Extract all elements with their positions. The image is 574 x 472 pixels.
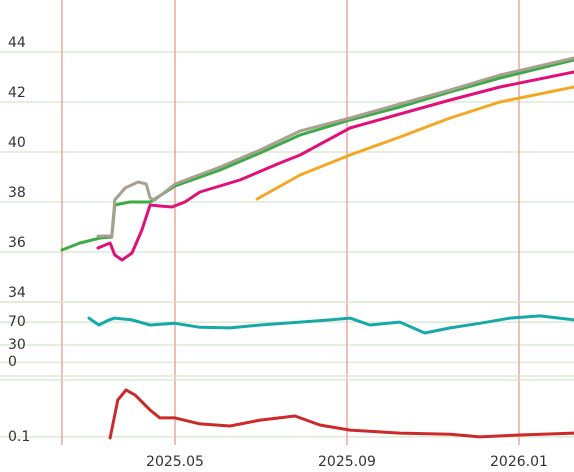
y-tick-label: 42 (8, 85, 26, 101)
x-tick-label: 2026.01 (490, 454, 548, 470)
y-tick-label: 36 (8, 235, 26, 251)
x-tick-label: 2025.09 (318, 454, 376, 470)
x-tick-label: 2025.05 (146, 454, 204, 470)
grid (0, 0, 574, 445)
series-line (87, 314, 574, 335)
y-tick-label: 70 (8, 314, 26, 330)
y-tick-label: 34 (8, 285, 26, 301)
y-tick-label: 30 (8, 337, 26, 353)
y-tick-label: 38 (8, 185, 26, 201)
series-line (96, 70, 574, 262)
y-tick-label: 0 (8, 354, 17, 370)
series-line (108, 388, 574, 440)
marks: 34 36 38 40 42 44 030 70 0.1 2025.05 2025.09 2026.0… (8, 35, 574, 470)
series-line (96, 56, 574, 238)
y-tick-label: 0.1 (8, 429, 30, 445)
series-line (255, 85, 574, 201)
y-tick-label: 40 (8, 135, 26, 151)
y-tick-label: 44 (8, 35, 26, 51)
